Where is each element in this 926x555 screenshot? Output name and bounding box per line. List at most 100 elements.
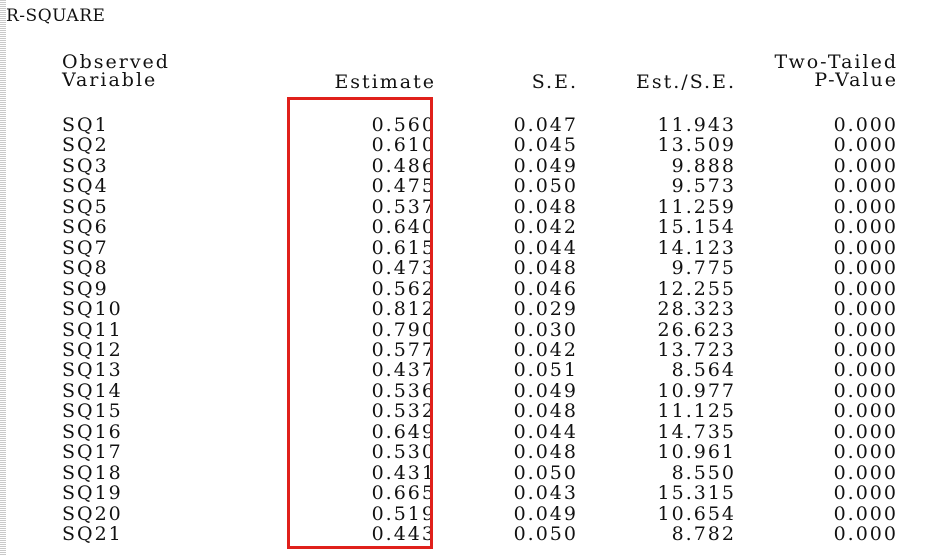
row-pvalue: 0.000: [833, 400, 898, 423]
row-variable: SQ11: [62, 318, 123, 341]
row-variable: SQ20: [62, 502, 123, 525]
row-ratio: 26.623: [657, 318, 736, 341]
row-variable: SQ15: [62, 400, 123, 423]
row-se: 0.049: [513, 502, 578, 525]
header-observed-line2: Variable: [62, 69, 158, 91]
header-ratio: Est./S.E.: [636, 71, 736, 93]
row-se: 0.051: [513, 359, 578, 382]
row-estimate: 0.473: [371, 257, 436, 280]
row-estimate: 0.532: [371, 400, 436, 423]
row-estimate: 0.615: [371, 236, 436, 259]
margin-rule: [0, 0, 6, 555]
row-ratio: 14.735: [657, 420, 736, 443]
row-estimate: 0.537: [371, 195, 436, 218]
row-ratio: 8.564: [671, 359, 736, 382]
row-estimate: 0.649: [371, 420, 436, 443]
row-pvalue: 0.000: [833, 134, 898, 157]
row-ratio: 13.509: [657, 134, 736, 157]
row-estimate: 0.486: [371, 154, 436, 177]
row-pvalue: 0.000: [833, 338, 898, 361]
row-estimate: 0.530: [371, 441, 436, 464]
row-pvalue: 0.000: [833, 195, 898, 218]
row-variable: SQ17: [62, 441, 123, 464]
row-ratio: 15.154: [657, 216, 736, 239]
row-ratio: 13.723: [657, 338, 736, 361]
row-se: 0.045: [513, 134, 578, 157]
row-pvalue: 0.000: [833, 461, 898, 484]
row-variable: SQ2: [62, 134, 109, 157]
row-se: 0.050: [513, 461, 578, 484]
row-pvalue: 0.000: [833, 420, 898, 443]
row-se: 0.044: [513, 236, 578, 259]
row-variable: SQ13: [62, 359, 123, 382]
row-estimate: 0.536: [371, 379, 436, 402]
row-estimate: 0.562: [371, 277, 436, 300]
row-variable: SQ18: [62, 461, 123, 484]
row-pvalue: 0.000: [833, 379, 898, 402]
row-variable: SQ1: [62, 114, 109, 136]
row-ratio: 12.255: [657, 277, 736, 300]
row-pvalue: 0.000: [833, 441, 898, 464]
header-observed-line1: Observed: [62, 51, 170, 73]
row-se: 0.049: [513, 154, 578, 177]
row-pvalue: 0.000: [833, 298, 898, 320]
row-variable: SQ5: [62, 195, 109, 218]
row-variable: SQ14: [62, 379, 123, 402]
row-se: 0.030: [513, 318, 578, 341]
row-ratio: 9.775: [671, 257, 736, 280]
row-variable: SQ7: [62, 236, 109, 259]
row-ratio: 11.259: [657, 195, 736, 218]
row-pvalue: 0.000: [833, 114, 898, 136]
row-ratio: 11.943: [657, 114, 736, 136]
row-ratio: 9.573: [671, 175, 736, 198]
row-ratio: 10.977: [657, 379, 736, 402]
row-variable: SQ4: [62, 175, 109, 198]
row-pvalue: 0.000: [833, 502, 898, 525]
row-estimate: 0.610: [371, 134, 436, 157]
row-variable: SQ16: [62, 420, 123, 443]
row-se: 0.042: [513, 216, 578, 239]
row-ratio: 8.550: [671, 461, 736, 484]
row-variable: SQ12: [62, 338, 123, 361]
row-variable: SQ19: [62, 482, 123, 505]
row-pvalue: 0.000: [833, 318, 898, 341]
row-se: 0.029: [513, 298, 578, 320]
row-se: 0.048: [513, 441, 578, 464]
row-variable: SQ6: [62, 216, 109, 239]
row-estimate: 0.475: [371, 175, 436, 198]
row-variable: SQ9: [62, 277, 109, 300]
row-pvalue: 0.000: [833, 216, 898, 239]
section-title: R-SQUARE: [6, 6, 106, 26]
row-variable: SQ10: [62, 298, 123, 320]
row-variable: SQ8: [62, 257, 109, 280]
header-estimate: Estimate: [334, 71, 436, 93]
header-pvalue-line2: P-Value: [814, 69, 898, 91]
row-pvalue: 0.000: [833, 257, 898, 280]
row-ratio: 11.125: [657, 400, 736, 423]
row-se: 0.048: [513, 195, 578, 218]
row-variable: SQ21: [62, 523, 123, 545]
row-se: 0.044: [513, 420, 578, 443]
row-pvalue: 0.000: [833, 277, 898, 300]
header-se: S.E.: [531, 71, 578, 93]
header-pvalue-line1: Two-Tailed: [774, 51, 898, 73]
row-se: 0.043: [513, 482, 578, 505]
row-ratio: 28.323: [657, 298, 736, 320]
row-estimate: 0.560: [371, 114, 436, 136]
row-estimate: 0.577: [371, 338, 436, 361]
row-estimate: 0.812: [371, 298, 436, 320]
row-estimate: 0.640: [371, 216, 436, 239]
row-se: 0.050: [513, 175, 578, 198]
row-estimate: 0.790: [371, 318, 436, 341]
row-se: 0.042: [513, 338, 578, 361]
row-pvalue: 0.000: [833, 175, 898, 198]
row-variable: SQ3: [62, 154, 109, 177]
row-estimate: 0.519: [371, 502, 436, 525]
row-se: 0.049: [513, 379, 578, 402]
row-ratio: 10.961: [657, 441, 736, 464]
row-pvalue: 0.000: [833, 236, 898, 259]
row-ratio: 15.315: [657, 482, 736, 505]
row-se: 0.050: [513, 523, 578, 545]
row-se: 0.048: [513, 400, 578, 423]
